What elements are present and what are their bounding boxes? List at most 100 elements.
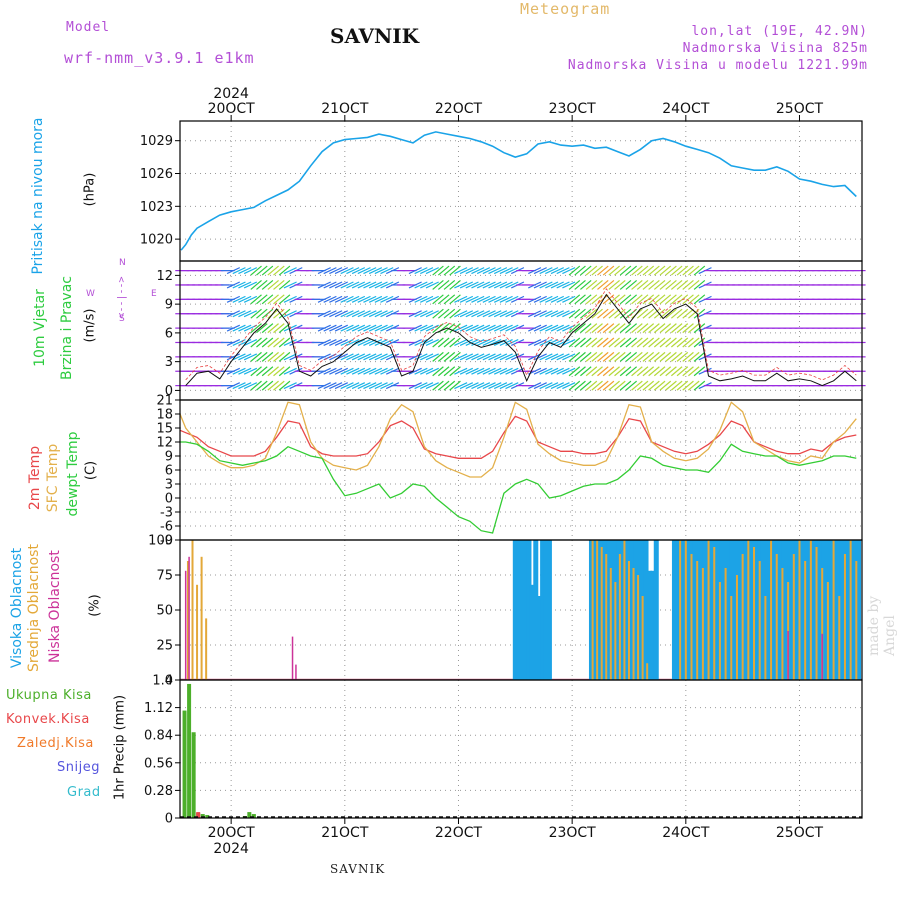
wind-barb [250,323,262,334]
wind-barb [591,294,603,305]
wind-barb [476,281,491,289]
wind-barb [340,338,354,346]
wind-barb [420,295,434,303]
wind-barb [329,267,343,275]
wind-barb [471,382,485,390]
wind-barb [493,324,508,332]
cloud-bar-0 [804,540,810,680]
cloud-bar-0 [692,540,698,680]
wind-barb [454,338,468,346]
wind-barb [550,310,564,318]
wind-barb [556,367,570,375]
wind-barb [329,324,343,332]
wind-barb [659,280,672,290]
cloud-bar-1 [632,568,635,680]
wind-barb [493,382,508,390]
wind-barb [493,338,508,346]
wind-barb [380,281,394,289]
wind-barb [648,294,660,305]
wind-barb [346,267,360,275]
wind-barb [329,367,343,375]
wind-speed-line [185,293,857,387]
wind-barb [580,265,592,276]
wind-barb [562,267,576,275]
wind-barb [648,308,660,319]
wind-barb [346,324,360,332]
wind-barb [614,366,626,377]
cloud-bar-1 [826,582,829,680]
ytick-label-temperature: 18 [156,408,173,423]
wind-barb [346,367,360,375]
wind-barb [533,382,547,390]
wind-barb [420,353,434,361]
wind-barb [499,382,513,390]
cloud-bar-1 [618,554,621,680]
wind-barb [374,353,388,361]
wind-barb [449,265,461,276]
precip-bar-0 [187,683,192,818]
wind-barb [420,382,434,390]
wind-barb [226,367,241,375]
wind-barb [665,380,677,391]
wind-barb [568,294,581,305]
wind-barb [425,310,439,318]
wind-barb [688,294,700,305]
wind-barb [420,310,434,318]
wind-barb [323,310,337,318]
wind-barb [659,323,672,334]
wind-barb [550,382,564,390]
wind-barb [597,337,609,348]
wind-barb [688,265,700,276]
cloud-bar-1 [200,556,203,680]
wind-barb [278,265,291,276]
compass-west: W [86,289,95,299]
wind-barb [676,351,689,362]
wind-barb [556,353,570,361]
wind-barb [420,338,434,346]
wind-barb [261,323,274,334]
wind-barb [283,267,297,275]
wind-barb [505,281,519,289]
wind-barb [585,380,598,391]
wind-barb [250,366,262,377]
wind-barb [597,280,609,290]
cloud-bar-1 [781,568,784,680]
cloud-bar-0 [702,540,708,680]
cloud-bar-2 [295,664,297,680]
wind-barb [425,295,439,303]
wind-barb [250,380,262,391]
wind-barb [329,281,343,289]
cloud-bar-1 [843,554,846,680]
wind-barb [539,338,553,346]
wind-barb [653,337,666,348]
cloud-bar-1 [804,561,807,680]
wind-barb [425,267,439,275]
wind-barb [585,366,598,377]
cloud-bar-0 [845,540,851,680]
elevation-label: Nadmorska Visina 825m [682,41,868,56]
cloud-bar-0 [743,540,749,680]
ytick-label-temperature: 15 [156,422,173,437]
wind-barb [323,367,337,375]
wind-barb [232,310,246,318]
wind-barb [493,367,508,375]
wind-barb [408,267,422,275]
wind-barb [602,280,615,290]
wind-barb [676,265,689,276]
wind-barb [329,295,343,303]
wind-barb [614,351,626,362]
wind-barb [608,308,620,319]
wind-barb [454,382,468,390]
cloud-bar-0 [821,540,827,680]
wind-barb [226,338,241,346]
cloud-bar-1 [713,547,716,680]
legend-snow: Snijeg [57,760,100,775]
xtick-label-top: 23OCT [549,101,597,117]
wind-barb [665,308,677,319]
wind-barb [374,367,388,375]
wind-barb [256,280,268,290]
wind-barb [619,366,632,377]
wind-barb [425,382,439,390]
wind-barb [267,366,279,377]
cloud-bar-0 [685,540,691,680]
